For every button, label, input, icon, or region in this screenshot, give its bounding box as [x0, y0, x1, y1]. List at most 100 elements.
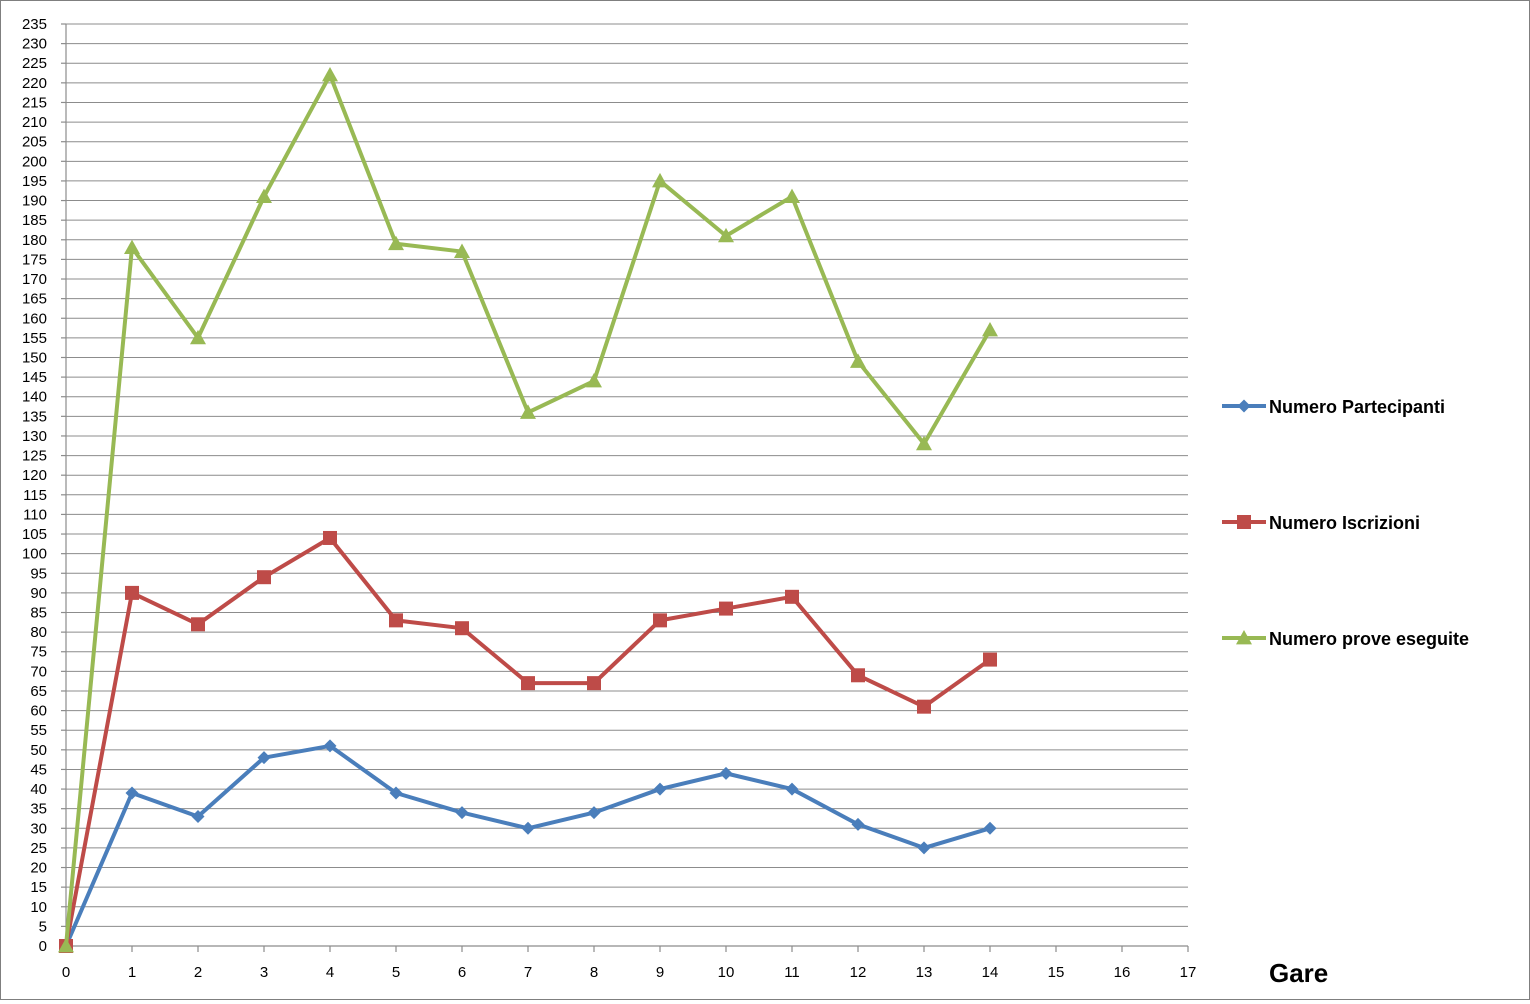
y-tick-label: 225 — [22, 55, 47, 72]
x-tick-label: 16 — [1114, 964, 1131, 981]
y-tick-label: 145 — [22, 369, 47, 386]
y-tick-label: 25 — [30, 840, 47, 857]
series-line — [64, 73, 992, 948]
y-tick-label: 55 — [30, 722, 47, 739]
legend-item: Numero Iscrizioni — [1222, 513, 1420, 533]
data-point-marker — [125, 786, 139, 800]
data-point-marker — [521, 676, 535, 691]
y-tick-label: 140 — [22, 389, 47, 406]
y-tick-label: 75 — [30, 644, 47, 661]
y-tick-label: 110 — [23, 506, 47, 523]
data-point-marker — [389, 613, 403, 628]
x-tick-label: 17 — [1180, 964, 1197, 981]
y-tick-label: 45 — [30, 761, 47, 778]
y-tick-label: 100 — [22, 546, 47, 563]
y-tick-label: 125 — [22, 448, 47, 465]
data-point-marker — [190, 329, 206, 345]
data-point-marker — [323, 739, 337, 753]
data-point-marker — [851, 668, 865, 683]
grid-layer — [66, 23, 1188, 927]
data-point-marker — [124, 239, 140, 255]
series-line — [64, 535, 992, 948]
series-2 — [59, 530, 997, 953]
data-point-marker — [917, 699, 931, 714]
data-point-marker — [653, 613, 667, 628]
legend-marker — [1237, 515, 1251, 529]
y-tick-label: 215 — [22, 94, 47, 111]
y-tick-label: 170 — [22, 271, 47, 288]
y-tick-label: 195 — [22, 173, 47, 190]
data-point-marker — [191, 617, 205, 632]
x-tick-label: 9 — [656, 964, 664, 981]
x-tick-label: 2 — [194, 964, 202, 981]
x-tick-label: 12 — [850, 964, 867, 981]
y-tick-label: 190 — [22, 193, 47, 210]
y-tick-label: 85 — [30, 605, 47, 622]
x-tick-label: 11 — [784, 964, 800, 981]
data-point-marker — [652, 172, 668, 188]
y-tick-label: 95 — [30, 565, 47, 582]
data-point-marker — [917, 841, 931, 855]
data-point-marker — [520, 404, 536, 419]
y-tick-label: 90 — [30, 585, 47, 602]
data-point-marker — [454, 243, 470, 258]
series-layer — [58, 67, 998, 953]
data-point-marker — [719, 601, 733, 616]
data-point-marker — [455, 806, 469, 820]
data-point-marker — [983, 652, 997, 667]
data-point-marker — [389, 786, 403, 800]
x-tick-label: 7 — [524, 964, 532, 981]
data-point-marker — [851, 817, 865, 831]
data-point-marker — [256, 188, 272, 204]
series-1 — [59, 739, 997, 953]
data-point-marker — [586, 373, 602, 388]
x-tick-label: 10 — [718, 964, 735, 981]
x-tick-label: 14 — [982, 964, 999, 981]
y-tick-label: 200 — [22, 153, 47, 170]
y-tick-label: 180 — [22, 232, 47, 249]
y-tick-label: 135 — [22, 408, 47, 425]
y-tick-label: 80 — [30, 624, 47, 641]
y-tick-label: 70 — [30, 663, 47, 680]
y-tick-label: 5 — [39, 918, 47, 935]
data-point-marker — [785, 589, 799, 604]
y-tick-label: 120 — [22, 467, 47, 484]
data-point-marker — [785, 782, 799, 796]
y-tick-label: 0 — [39, 938, 47, 955]
legend-label: Numero Iscrizioni — [1269, 513, 1420, 533]
legend-label: Numero Partecipanti — [1269, 397, 1445, 417]
data-point-marker — [850, 353, 866, 368]
data-point-marker — [983, 821, 997, 835]
x-tick-label: 15 — [1048, 964, 1065, 981]
data-point-marker — [257, 751, 271, 765]
y-tick-label: 35 — [30, 801, 47, 818]
y-tick-label: 155 — [22, 330, 47, 347]
y-tick-label: 10 — [30, 899, 47, 916]
data-point-marker — [718, 227, 734, 243]
y-tick-label: 185 — [22, 212, 47, 229]
x-tick-label: 6 — [458, 964, 466, 981]
y-tick-label: 235 — [22, 16, 47, 33]
x-tick-label: 13 — [916, 964, 933, 981]
data-point-marker — [191, 810, 205, 824]
data-point-marker — [388, 235, 404, 251]
data-point-marker — [455, 621, 469, 636]
x-tick-label: 0 — [62, 964, 70, 981]
data-point-marker — [982, 322, 998, 337]
legend-marker — [1237, 399, 1251, 413]
y-tick-label: 175 — [22, 251, 47, 268]
data-point-marker — [322, 67, 338, 82]
x-tick-label: 3 — [260, 964, 268, 981]
legend-marker — [1236, 630, 1252, 645]
data-point-marker — [653, 782, 667, 796]
legend-item: Numero Partecipanti — [1222, 397, 1445, 417]
data-point-marker — [587, 676, 601, 691]
y-tick-label: 165 — [22, 291, 47, 308]
data-point-marker — [323, 530, 337, 545]
data-point-marker — [521, 821, 535, 835]
data-point-marker — [916, 435, 932, 451]
y-tick-label: 130 — [22, 428, 47, 445]
data-point-marker — [784, 188, 800, 204]
